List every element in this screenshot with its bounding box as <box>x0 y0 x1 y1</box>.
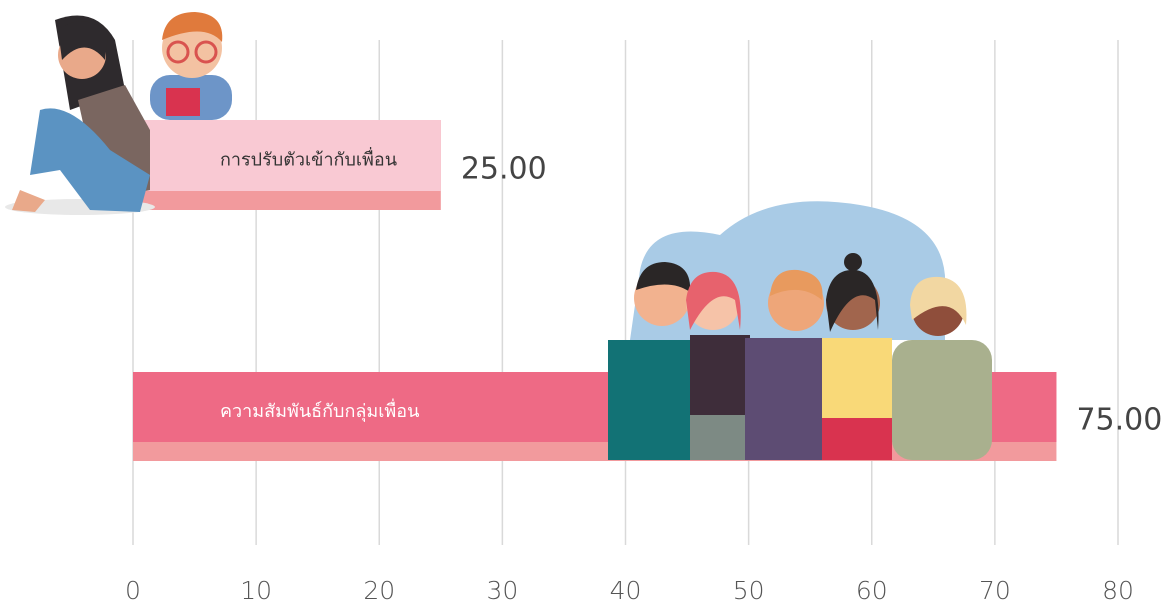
x-tick-label: 40 <box>610 576 642 605</box>
illustrations <box>5 12 232 215</box>
x-tick-label: 70 <box>979 576 1011 605</box>
x-tick-label: 60 <box>856 576 888 605</box>
category-label: ความสัมพันธ์กับกลุ่มเพื่อน <box>220 398 419 422</box>
x-tick-label: 10 <box>240 576 272 605</box>
x-tick-label: 50 <box>733 576 765 605</box>
category-label: การปรับตัวเข้ากับเพื่อน <box>220 147 397 171</box>
bar <box>133 120 441 210</box>
bar-value-label: 25.00 <box>461 152 547 187</box>
group-illustration <box>608 201 992 460</box>
x-tick-label: 80 <box>1102 576 1134 605</box>
x-tick-label: 0 <box>125 576 141 605</box>
bar-value-label: 75.00 <box>1076 403 1162 438</box>
x-tick-label: 30 <box>486 576 518 605</box>
x-tick-label: 20 <box>363 576 395 605</box>
